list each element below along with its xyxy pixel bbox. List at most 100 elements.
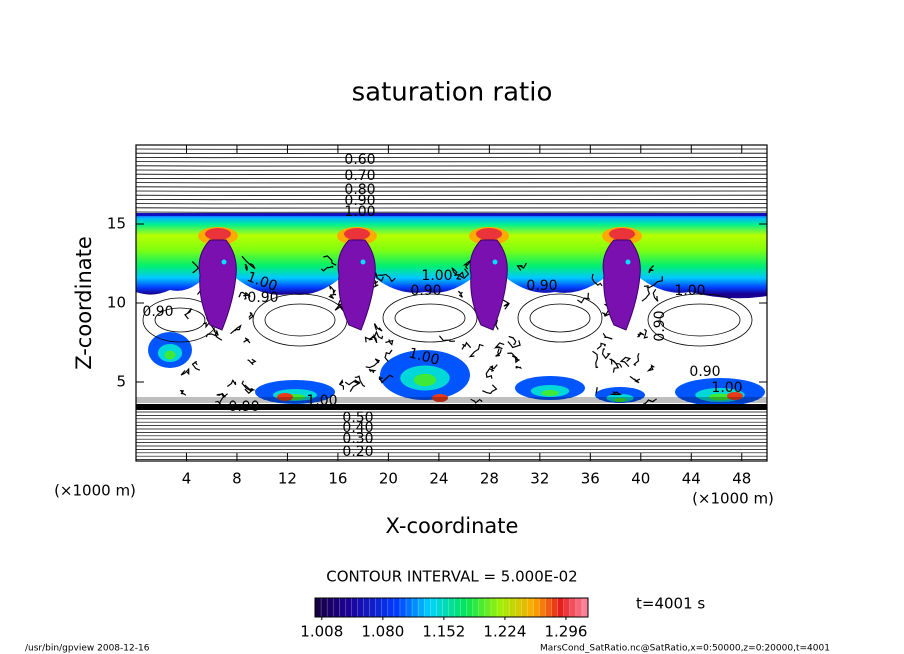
contour-line (136, 435, 767, 437)
contour-line (136, 169, 767, 171)
contour-label: 0.60 (344, 152, 375, 168)
contour-line (591, 273, 603, 287)
colorbar-cell (581, 598, 589, 617)
contour-line (482, 384, 498, 395)
contour-line (372, 330, 384, 340)
x-tick-label: 28 (480, 470, 499, 488)
x-tick-label: 12 (278, 470, 297, 488)
contour-label: 1.00 (344, 204, 375, 220)
colorbar-cell (345, 598, 352, 617)
contour-line (596, 342, 607, 350)
contour-line (247, 358, 257, 366)
colorbar-cell (521, 598, 528, 617)
spot (492, 259, 498, 265)
colorbar-cell (406, 598, 413, 617)
contour-line (647, 293, 753, 347)
plume (337, 239, 376, 331)
contour-line (184, 308, 192, 320)
x-unit-label: (×1000 m) (54, 482, 136, 500)
contour-line (370, 276, 379, 288)
x-tick-label: 8 (232, 470, 242, 488)
colorbar-tick-label: 1.080 (361, 623, 404, 641)
spot (360, 259, 366, 265)
contour-line (459, 268, 470, 280)
contour-line (136, 445, 767, 447)
colorbar-cell (551, 598, 558, 617)
contour-line (373, 323, 383, 332)
x-tick-label: 20 (379, 470, 398, 488)
colorbar-cell (460, 598, 467, 617)
contour-line (382, 293, 478, 343)
colorbar-cell (321, 598, 328, 617)
contour-line (264, 303, 336, 337)
contour-line (633, 352, 640, 366)
contour-label: 0.90 (142, 304, 173, 320)
contour-label: 0.90 (652, 310, 668, 341)
y-tick-label: 5 (116, 373, 126, 391)
contour-line (643, 398, 657, 406)
x-tick-label: 4 (182, 470, 192, 488)
contour-line (136, 202, 767, 205)
colorbar-cell (436, 598, 443, 617)
contour-line (364, 336, 378, 344)
contour-line (136, 177, 767, 180)
contour-line (610, 391, 623, 396)
contour-line (493, 342, 505, 350)
contour-line (241, 380, 253, 395)
contour-line (136, 152, 767, 154)
contour-line (136, 431, 767, 434)
contour-line (601, 348, 611, 360)
time-label: t=4001 s (636, 595, 705, 613)
contour-line (191, 360, 201, 371)
contour-line (516, 262, 527, 271)
x-tick-label: 16 (328, 470, 347, 488)
cap (476, 228, 502, 240)
plume (198, 239, 237, 331)
inversion (136, 404, 767, 410)
contour-line (323, 255, 337, 266)
contour-line (637, 331, 645, 338)
contour-line (338, 378, 344, 390)
contour-line (368, 368, 377, 374)
contour-line (354, 375, 366, 388)
contour-line (179, 389, 187, 396)
contour-label: 1.00 (674, 283, 705, 299)
colorbar-cell (339, 598, 346, 617)
contour-line (595, 387, 598, 394)
contour-line (456, 271, 465, 280)
contour-line (243, 337, 251, 344)
contour-line (641, 285, 651, 302)
cap (344, 228, 370, 240)
contour-line (136, 181, 767, 184)
contour-line (643, 328, 648, 339)
colorbar-cell (545, 598, 552, 617)
contour-line (373, 272, 384, 282)
x-tick-label: 40 (631, 470, 650, 488)
colorbar-cell (466, 598, 474, 617)
contour-line (485, 367, 495, 379)
colorbar-cell (387, 598, 395, 617)
colorbar-cell (490, 598, 498, 617)
contour-line (214, 393, 228, 405)
y-tick-label: 15 (107, 215, 126, 233)
colorbar-cell (515, 598, 522, 617)
contour-line (646, 364, 655, 372)
patch (413, 373, 437, 387)
colorbar-cell (557, 598, 565, 617)
contour-line (461, 341, 472, 350)
colorbar-cell (497, 598, 504, 617)
contour-line (136, 441, 767, 444)
x-tick-label: 32 (530, 470, 549, 488)
contour-line (507, 340, 521, 349)
colorbar-cell (381, 598, 389, 617)
contour-line (136, 211, 767, 213)
contour-line (457, 290, 463, 298)
contour-line (468, 343, 484, 358)
contour-line (180, 367, 190, 376)
contour-line (652, 288, 659, 302)
x-tick-label: 48 (732, 470, 751, 488)
contour-line (659, 303, 741, 337)
contour-line (495, 348, 502, 357)
colorbar-cell (484, 598, 492, 617)
